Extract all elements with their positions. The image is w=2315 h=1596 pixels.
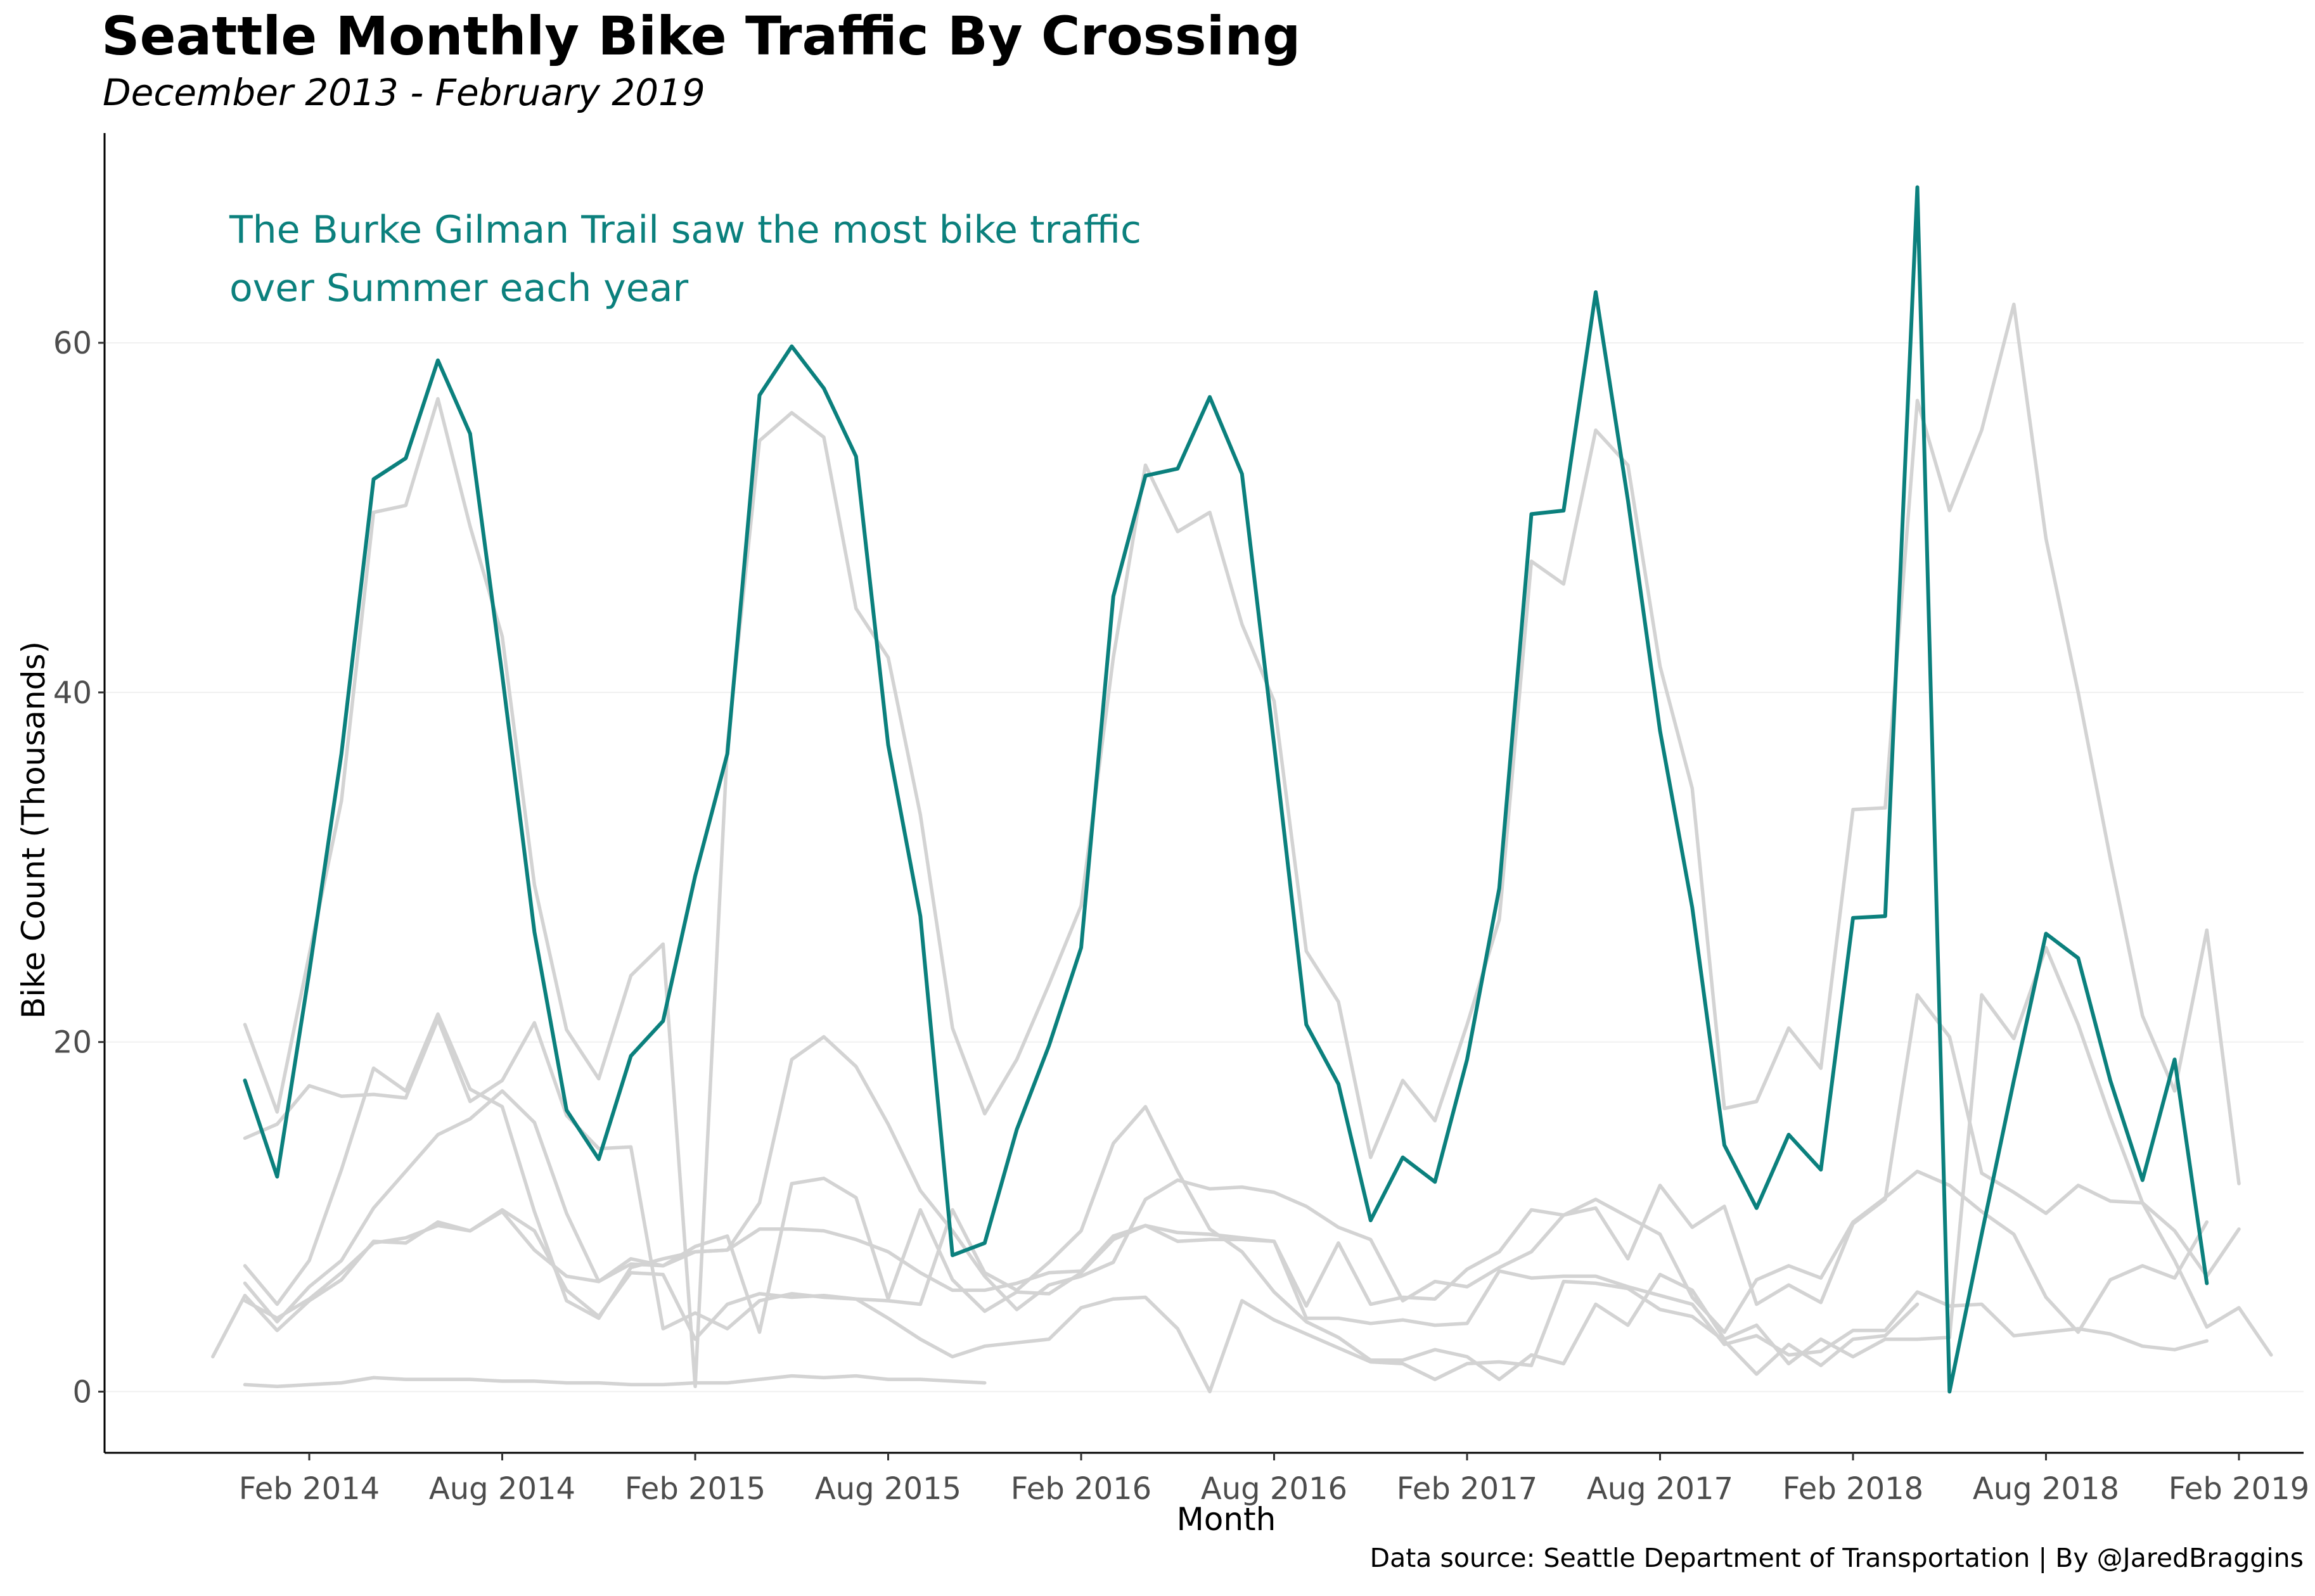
series-line-3 <box>243 993 2241 1320</box>
series-line-6 <box>211 1208 1920 1394</box>
x-tick-label: Feb 2015 <box>625 1471 766 1507</box>
series-line-5 <box>243 1210 2209 1357</box>
x-tick-label: Aug 2016 <box>1201 1471 1347 1507</box>
annotation-line-2: over Summer each year <box>229 266 688 310</box>
axes <box>103 133 2304 1454</box>
y-tick-labels: 0 20 40 60 <box>53 326 105 1410</box>
x-tick-label: Feb 2018 <box>1783 1471 1923 1507</box>
x-tick-label: Feb 2016 <box>1011 1471 1151 1507</box>
series-line-7 <box>243 1374 987 1388</box>
x-tick-label: Feb 2017 <box>1397 1471 1537 1507</box>
x-tick-label: Feb 2014 <box>239 1471 380 1507</box>
series-lines <box>211 185 2273 1394</box>
y-tick-label: 60 <box>53 326 92 361</box>
gridlines <box>105 342 2304 1393</box>
x-tick-label: Feb 2019 <box>2169 1471 2309 1507</box>
x-tick-label: Aug 2015 <box>815 1471 961 1507</box>
y-tick-label: 20 <box>53 1025 92 1061</box>
x-tick-labels: Feb 2014 Aug 2014 Feb 2015 Aug 2015 Feb 2016… <box>239 1453 2309 1507</box>
x-tick-label: Aug 2014 <box>429 1471 575 1507</box>
series-line-burke-gilman <box>243 185 2209 1394</box>
series-line-1 <box>243 302 2241 1388</box>
y-tick-label: 40 <box>53 675 92 711</box>
x-tick-label: Aug 2017 <box>1587 1471 1733 1507</box>
annotation-line-1: The Burke Gilman Trail saw the most bike… <box>229 208 1141 252</box>
data-source-caption: Data source: Seattle Department of Trans… <box>1369 1543 2304 1573</box>
series-line-4 <box>243 1089 2209 1334</box>
y-axis-title: Bike Count (Thousands) <box>15 641 52 1019</box>
y-tick-label: 0 <box>72 1374 92 1410</box>
x-axis-title: Month <box>1177 1501 1276 1538</box>
chart-title: Seattle Monthly Bike Traffic By Crossing <box>101 5 1301 67</box>
x-tick-label: Aug 2018 <box>1973 1471 2119 1507</box>
chart-subtitle: December 2013 - February 2019 <box>103 71 705 114</box>
